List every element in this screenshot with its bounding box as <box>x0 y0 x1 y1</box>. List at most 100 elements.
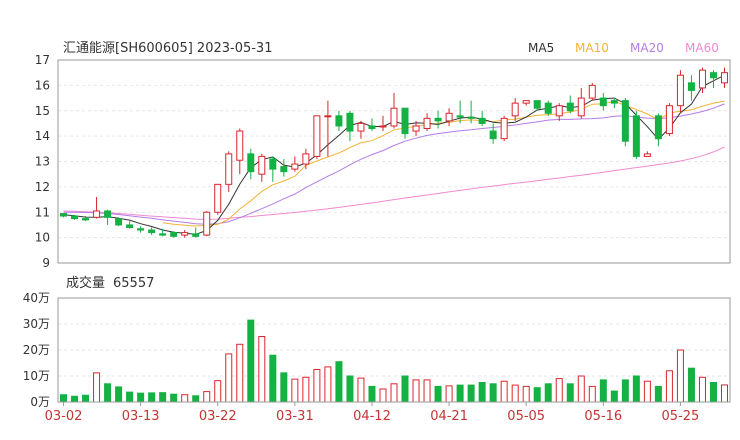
candle-body <box>621 100 629 142</box>
volume-bar <box>225 353 233 403</box>
volume-tick-label: 10万 <box>23 369 50 383</box>
candle-body <box>522 100 530 104</box>
candle-body <box>577 97 585 117</box>
volume-bar <box>555 378 563 403</box>
volume-bar <box>291 378 299 403</box>
price-tick-label: 17 <box>35 53 50 67</box>
date-tick-label: 03-22 <box>199 409 237 424</box>
candlestick <box>159 228 167 237</box>
volume-bar <box>533 387 541 403</box>
legend-ma60: MA60 <box>685 41 719 55</box>
volume-bar <box>632 375 640 403</box>
candlestick <box>698 67 706 93</box>
candle-body <box>357 122 365 132</box>
candlestick <box>423 113 431 132</box>
volume-bar <box>335 361 343 403</box>
candlestick <box>643 151 651 157</box>
candle-body <box>511 102 519 117</box>
volume-bar <box>456 384 464 403</box>
candle-body <box>225 153 233 185</box>
candlestick <box>401 107 409 139</box>
volume-bar <box>489 383 497 403</box>
volume-bar <box>137 392 145 403</box>
ma20-line <box>63 103 725 225</box>
candle-body <box>533 100 541 109</box>
candle-body <box>82 218 90 221</box>
candle-body <box>236 130 244 161</box>
price-tick-label: 15 <box>35 104 50 118</box>
volume-bar <box>445 385 453 403</box>
volume-bar <box>511 384 519 403</box>
candlestick <box>104 209 112 225</box>
candle-body <box>269 158 277 170</box>
candlestick <box>170 231 178 238</box>
volume-bar <box>313 369 321 403</box>
price-tick-label: 12 <box>35 180 50 194</box>
price-y-axis: 17 16 15 14 13 12 11 10 9 <box>35 53 50 270</box>
candle-body <box>412 125 420 132</box>
candle-body <box>313 115 321 157</box>
candle-body <box>489 130 497 140</box>
candlestick <box>335 110 343 132</box>
candle-body <box>324 115 332 118</box>
price-tick-label: 16 <box>35 78 50 92</box>
volume-bar <box>269 354 277 403</box>
date-tick-label: 04-21 <box>430 409 468 424</box>
candle-body <box>643 153 651 157</box>
candle-body <box>126 224 134 228</box>
date-tick-label: 05-16 <box>584 409 622 424</box>
candle-body <box>258 155 266 175</box>
volume-bar <box>126 391 134 403</box>
volume-bars <box>60 319 728 403</box>
candle-body <box>148 229 156 234</box>
date-tick-label: 03-02 <box>45 409 83 424</box>
candle-body <box>379 125 387 128</box>
candle-body <box>434 117 442 122</box>
volume-tick-label: 0万 <box>30 395 50 409</box>
candlestick <box>478 110 486 126</box>
date-tick-label: 05-25 <box>662 409 700 424</box>
candle-body <box>676 74 684 107</box>
price-tick-label: 9 <box>42 256 50 270</box>
candlestick <box>588 82 596 101</box>
volume-bar <box>522 385 530 403</box>
candle-body <box>159 233 167 236</box>
volume-bar <box>434 385 442 403</box>
candle-body <box>302 153 310 165</box>
candlestick <box>181 230 189 238</box>
candlestick <box>269 156 277 182</box>
candlestick <box>489 123 497 144</box>
volume-bar <box>247 319 255 403</box>
candlestick <box>357 120 365 139</box>
volume-bar <box>654 385 662 403</box>
candlesticks <box>60 67 728 238</box>
candle-body <box>555 105 563 117</box>
candle-body <box>456 115 464 118</box>
candlestick <box>390 92 398 129</box>
candle-body <box>709 72 717 79</box>
volume-bar <box>478 382 486 403</box>
candlestick <box>214 183 222 215</box>
candle-body <box>137 228 145 231</box>
candlestick <box>225 151 233 192</box>
candle-body <box>368 125 376 130</box>
volume-bar <box>159 392 167 403</box>
candle-body <box>401 107 409 135</box>
candle-body <box>60 213 68 217</box>
candle-body <box>566 102 574 112</box>
candle-body <box>654 115 662 140</box>
candlestick <box>126 221 134 229</box>
candlestick <box>313 115 321 159</box>
volume-bar <box>577 375 585 403</box>
candlestick <box>709 70 717 88</box>
candlestick <box>368 118 376 132</box>
candlestick <box>676 70 684 114</box>
candle-body <box>280 166 288 173</box>
volume-bar <box>599 379 607 403</box>
candlestick <box>71 214 79 220</box>
legend-ma10: MA10 <box>575 41 609 55</box>
volume-bar <box>687 367 695 403</box>
volume-bar <box>280 372 288 403</box>
candlestick <box>302 148 310 170</box>
